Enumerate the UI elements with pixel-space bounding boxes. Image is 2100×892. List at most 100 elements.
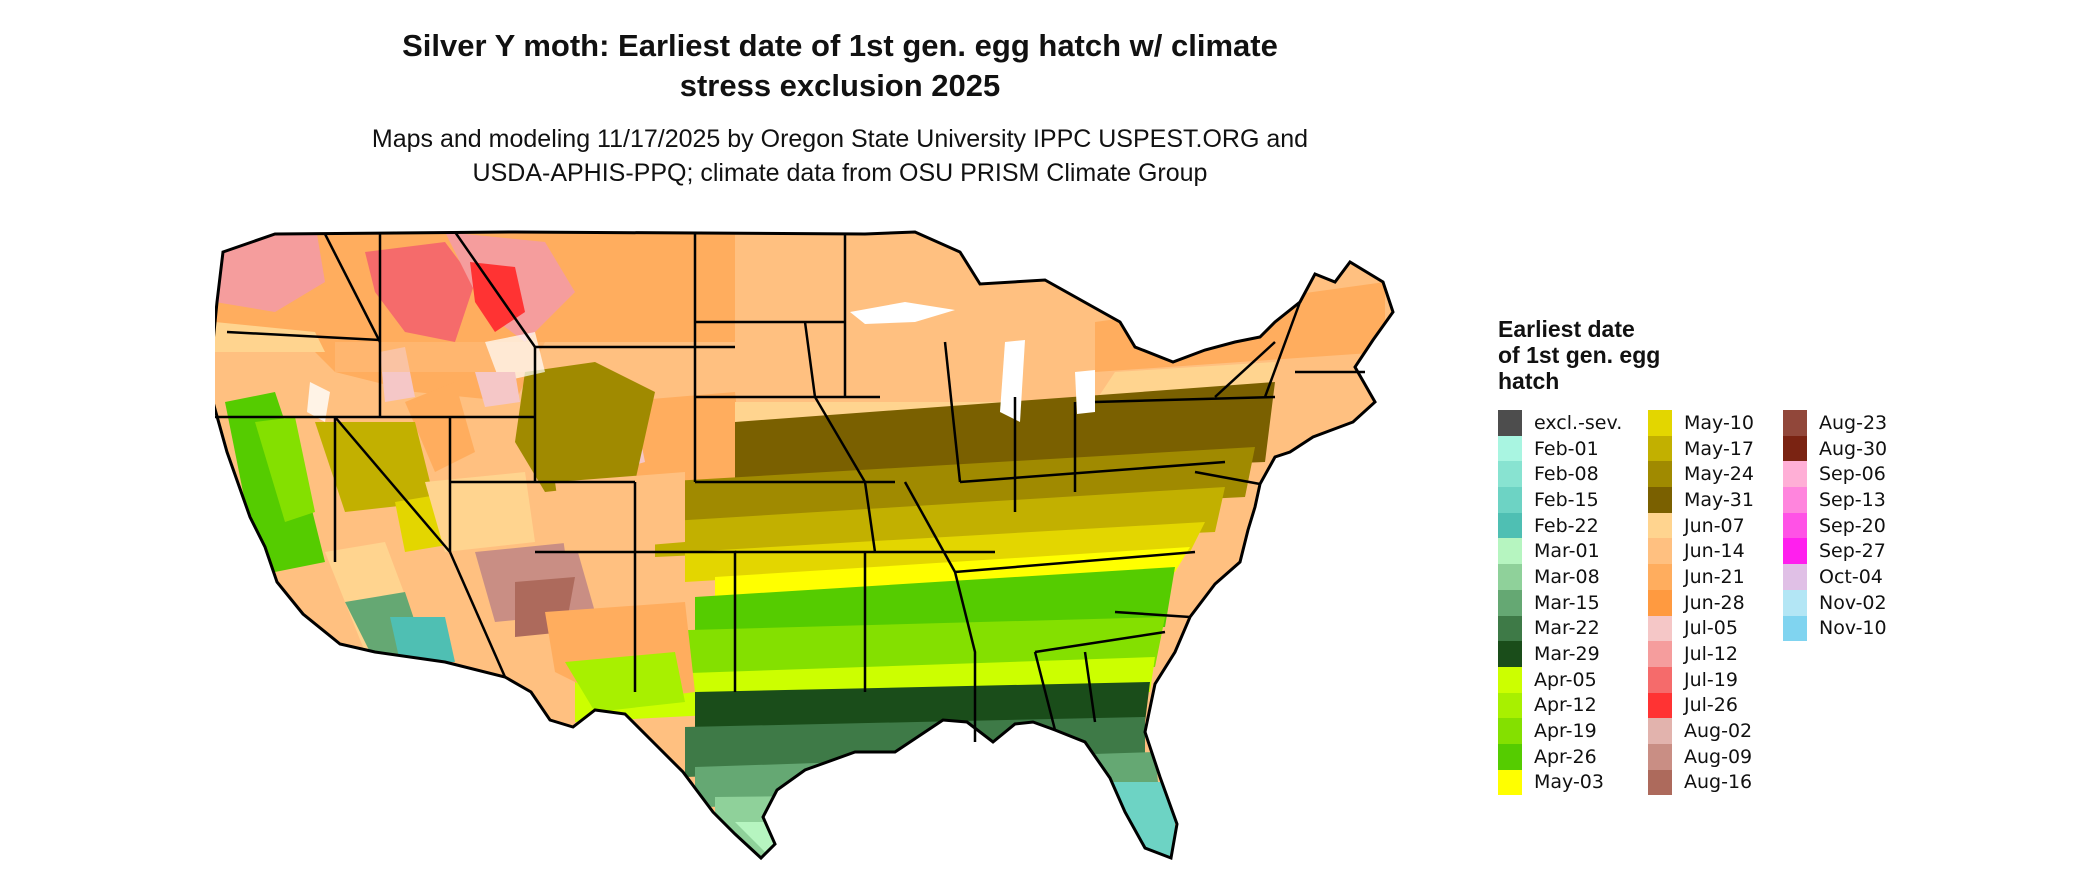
us-hatch-date-map [215,230,1395,861]
legend-item: Oct-04 [1783,564,1887,590]
legend-item: Jun-14 [1648,538,1754,565]
legend-label: Feb-22 [1534,514,1599,537]
legend-item: Jun-28 [1648,589,1754,616]
legend-label: Aug-23 [1819,411,1888,434]
legend-swatch [1498,666,1522,693]
legend-label: May-03 [1534,771,1604,794]
legend-swatch [1648,615,1672,642]
legend-item: Mar-01 [1498,538,1622,565]
legend-label: Feb-01 [1534,437,1599,460]
legend-swatch [1783,589,1807,616]
legend-item: Jul-05 [1648,615,1754,642]
legend-swatch [1648,538,1672,565]
legend-item: Feb-22 [1498,512,1622,539]
legend-item: Aug-02 [1648,718,1754,744]
legend-label: Apr-05 [1534,668,1597,691]
legend-swatch [1498,743,1522,770]
legend-item: Feb-08 [1498,461,1622,488]
map-subtitle-line-1: Maps and modeling 11/17/2025 by Oregon S… [371,125,1309,153]
legend-swatch [1648,461,1672,488]
legend-item: Apr-05 [1498,666,1622,693]
legend-swatch [1648,589,1672,616]
legend-item: Feb-15 [1498,487,1622,513]
legend-swatch [1648,666,1672,693]
legend-item: Apr-19 [1498,718,1622,744]
legend-label: Apr-26 [1534,745,1597,768]
legend-label: Mar-15 [1534,591,1600,614]
legend-label: Apr-12 [1534,694,1597,717]
legend-column-1: excl.-sev. Feb-01 Feb-08 Feb-15 Feb-22 Mar-01… [1498,410,1622,796]
legend-item: May-10 [1648,410,1754,436]
legend-swatch [1648,718,1672,744]
legend-swatch [1648,641,1672,667]
legend-label: Sep-13 [1819,488,1886,511]
legend-swatch [1498,461,1522,488]
legend-swatch [1498,615,1522,642]
legend-swatch [1498,769,1522,796]
legend-item: Aug-23 [1783,410,1887,436]
legend-swatch [1783,487,1807,513]
legend-label: Sep-27 [1819,540,1886,563]
legend-label: Aug-16 [1684,771,1753,794]
legend-title-line-1: Earliest date [1498,316,1635,342]
legend-title: Earliest date of 1st gen. egg hatch [1498,316,1738,394]
map-subtitle: Maps and modeling 11/17/2025 by Oregon S… [300,122,1380,190]
map-title-line-2: stress exclusion 2025 [679,68,1001,103]
legend-swatch [1498,487,1522,513]
legend-label: Sep-20 [1819,514,1886,537]
legend-item: Sep-13 [1783,487,1887,513]
lake-superior [850,302,955,324]
legend-label: Apr-19 [1534,720,1597,743]
legend-item: May-17 [1648,435,1754,462]
legend-column-3: Aug-23 Aug-30 Sep-06 Sep-13 Sep-20 Sep-27 Oct-… [1783,410,1888,642]
legend-item: Jul-26 [1648,692,1754,719]
legend-swatch [1648,743,1672,770]
legend-item: Aug-09 [1648,743,1754,770]
legend-item: excl.-sev. [1498,410,1622,436]
legend-item: Mar-22 [1498,615,1622,642]
legend-item: Sep-27 [1783,538,1887,565]
legend-label: Jul-05 [1684,617,1738,640]
legend-label: Jun-21 [1684,565,1745,588]
legend-item: Feb-01 [1498,435,1622,462]
map-title-line-1: Silver Y moth: Earliest date of 1st gen.… [402,28,1278,63]
legend-swatch [1648,487,1672,513]
legend-label: May-31 [1684,488,1754,511]
lake-michigan [1000,340,1025,422]
legend-swatch [1498,512,1522,539]
legend-label: Jul-12 [1684,643,1738,666]
legend-swatch [1783,410,1807,436]
legend-label: May-17 [1684,437,1754,460]
legend-swatch [1783,461,1807,488]
legend-label: Mar-01 [1534,540,1600,563]
legend-swatch [1498,589,1522,616]
legend-label: Jul-26 [1684,694,1738,717]
legend-label: Aug-02 [1684,720,1753,743]
legend-swatch [1498,641,1522,667]
legend-item: Jun-21 [1648,564,1754,590]
legend-label: Jun-28 [1684,591,1745,614]
state-boundaries [215,230,1395,861]
legend-label: May-10 [1684,411,1754,434]
legend-title-line-2: of 1st gen. egg [1498,342,1661,368]
legend-item: May-03 [1498,769,1622,796]
legend-label: Sep-06 [1819,463,1886,486]
legend-label: Mar-22 [1534,617,1600,640]
lake-huron [1075,370,1095,414]
legend-item: Aug-16 [1648,769,1754,796]
legend-label: Jul-19 [1684,668,1738,691]
legend-label: Aug-30 [1819,437,1888,460]
legend-swatch [1498,564,1522,590]
legend-item: Apr-12 [1498,692,1622,719]
legend-label: Aug-09 [1684,745,1753,768]
legend-item: Aug-30 [1783,435,1888,462]
legend-label: Nov-02 [1819,591,1887,614]
legend-swatch [1648,769,1672,796]
legend-label: Mar-29 [1534,643,1600,666]
legend-swatch [1648,512,1672,539]
legend-swatch [1498,718,1522,744]
legend-swatch [1498,538,1522,565]
legend-item: Mar-08 [1498,564,1622,590]
legend-swatch [1648,692,1672,719]
legend-swatch [1498,410,1522,436]
